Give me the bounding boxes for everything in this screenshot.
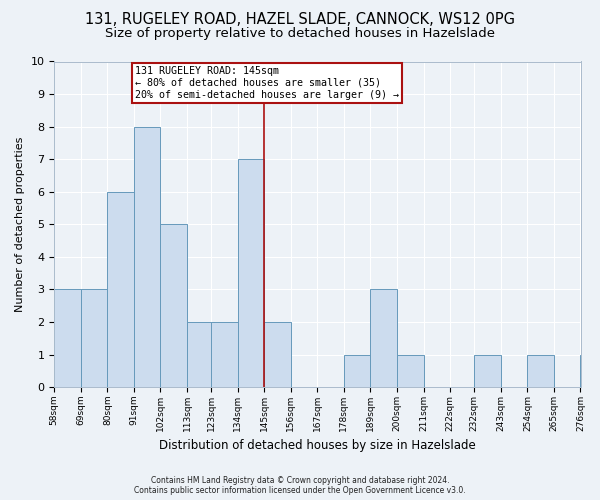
Text: Contains HM Land Registry data © Crown copyright and database right 2024.: Contains HM Land Registry data © Crown c… (151, 476, 449, 485)
Bar (107, 192, 134, 387)
Bar (370, 290, 397, 387)
X-axis label: Distribution of detached houses by size in Hazelslade: Distribution of detached houses by size … (159, 440, 476, 452)
Bar (211, 322, 238, 387)
Bar (397, 354, 424, 387)
Bar (187, 322, 214, 387)
Bar (81, 290, 107, 387)
Bar (134, 126, 160, 387)
Y-axis label: Number of detached properties: Number of detached properties (15, 136, 25, 312)
Bar (344, 354, 370, 387)
Text: Contains public sector information licensed under the Open Government Licence v3: Contains public sector information licen… (134, 486, 466, 495)
Text: Size of property relative to detached houses in Hazelslade: Size of property relative to detached ho… (105, 28, 495, 40)
Text: 131 RUGELEY ROAD: 145sqm
← 80% of detached houses are smaller (35)
20% of semi-d: 131 RUGELEY ROAD: 145sqm ← 80% of detach… (135, 66, 399, 100)
Bar (580, 354, 600, 387)
Bar (238, 159, 264, 387)
Bar (54, 290, 81, 387)
Bar (264, 322, 291, 387)
Bar (160, 224, 187, 387)
Bar (474, 354, 501, 387)
Bar (527, 354, 554, 387)
Text: 131, RUGELEY ROAD, HAZEL SLADE, CANNOCK, WS12 0PG: 131, RUGELEY ROAD, HAZEL SLADE, CANNOCK,… (85, 12, 515, 28)
